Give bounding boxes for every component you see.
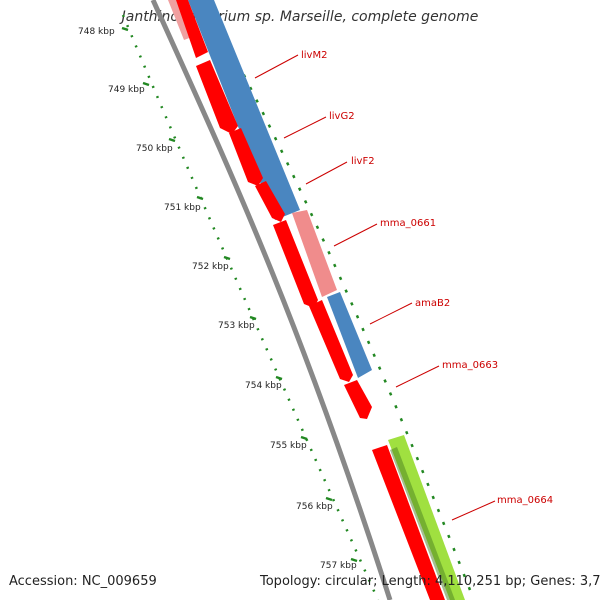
leader-line: [305, 161, 348, 185]
leader-line: [369, 302, 413, 325]
leader-line: [451, 500, 496, 521]
tick-label: 751 kbp: [164, 203, 201, 213]
accession-text: Accession: NC_009659: [9, 574, 157, 589]
cds-arrow: [255, 181, 285, 222]
cds-arrow: [309, 300, 353, 382]
leader-line: [254, 54, 299, 79]
cds-arrow: [273, 220, 318, 308]
major-tick: [223, 255, 231, 261]
gene-feature-green-dark: [390, 447, 455, 600]
scale-ruler-outer: [216, 24, 472, 591]
summary-text: Topology: circular; Length: 4,110,251 bp…: [260, 574, 600, 589]
tick-label: 753 kbp: [218, 321, 255, 331]
major-tick: [300, 435, 308, 441]
major-tick: [121, 26, 129, 32]
tick-label: 750 kbp: [136, 144, 173, 154]
tick-label: 755 kbp: [270, 441, 307, 451]
tick-label: 749 kbp: [108, 85, 145, 95]
gene-label-mma_0664: mma_0664: [497, 495, 553, 506]
tick-label: 754 kbp: [245, 381, 282, 391]
cds-arrow: [372, 445, 445, 600]
tick-label: 757 kbp: [320, 561, 357, 571]
gene-label-lines: [254, 54, 496, 521]
leader-line: [395, 365, 440, 388]
tick-label: 752 kbp: [192, 262, 229, 272]
leader-line: [333, 223, 378, 247]
scale-tick-labels: 748 kbp 749 kbp 750 kbp 751 kbp 752 kbp …: [78, 27, 357, 571]
major-tick: [196, 195, 204, 201]
gene-label-mma_0663: mma_0663: [442, 360, 498, 371]
cds-arrow: [229, 128, 263, 186]
major-tick: [350, 557, 358, 563]
major-tick: [249, 315, 257, 321]
major-tick: [142, 81, 150, 87]
gene-label-livM2: livM2: [301, 50, 327, 61]
gene-feature-blue-lower: [327, 292, 372, 378]
cds-arrow: [196, 60, 238, 134]
genome-backbone: [150, 0, 393, 600]
gene-label-livG2: livG2: [329, 111, 355, 122]
major-tick: [275, 375, 283, 381]
cds-arrow: [344, 380, 372, 419]
major-tick: [168, 137, 176, 143]
gene-feature-blue-upper: [188, 0, 300, 220]
tick-label: 756 kbp: [296, 502, 333, 512]
cds-track: [176, 0, 445, 600]
major-tick: [325, 496, 333, 502]
gene-feature-pink: [292, 210, 337, 297]
gene-label-mma_0661: mma_0661: [380, 218, 436, 229]
gene-label-livF2: livF2: [351, 156, 375, 167]
tick-label: 748 kbp: [78, 27, 115, 37]
leader-line: [283, 116, 327, 139]
gene-labels: livM2 livG2 livF2 mma_0661 amaB2 mma_066…: [301, 50, 553, 506]
gene-label-amaB2: amaB2: [415, 298, 450, 309]
cds-arrow: [176, 0, 208, 58]
